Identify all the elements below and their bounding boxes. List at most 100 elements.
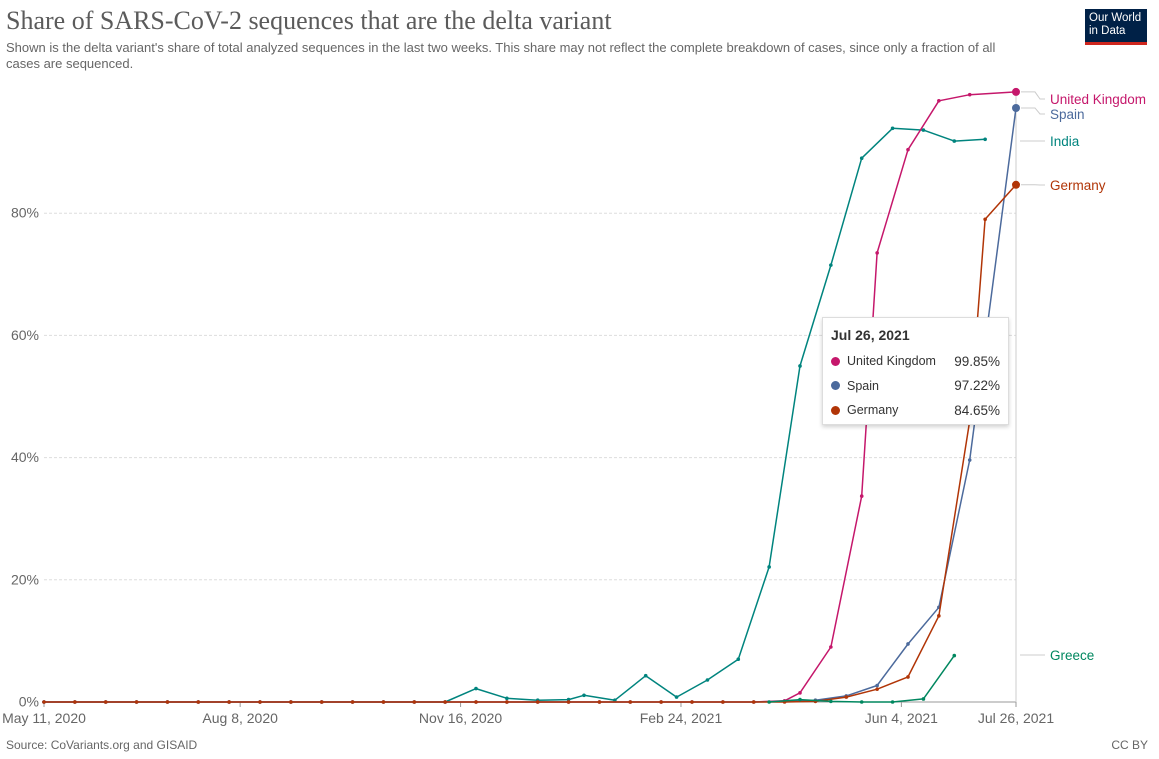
data-point bbox=[798, 697, 802, 702]
data-point bbox=[875, 683, 879, 688]
data-point bbox=[983, 217, 987, 222]
tooltip-dot-icon bbox=[831, 381, 840, 391]
end-label-germany: Germany bbox=[1021, 178, 1106, 193]
data-point bbox=[659, 700, 663, 704]
tooltip-row-germany: Germany 84.65% bbox=[831, 398, 1000, 423]
end-label-text: Germany bbox=[1050, 178, 1106, 193]
data-point bbox=[412, 700, 417, 704]
x-tick-label: Aug 8, 2020 bbox=[202, 710, 278, 726]
data-point bbox=[258, 700, 262, 704]
data-point bbox=[859, 700, 864, 704]
y-tick-label: 60% bbox=[11, 327, 39, 343]
data-point bbox=[289, 700, 293, 704]
data-point bbox=[859, 156, 864, 161]
data-point bbox=[674, 695, 679, 699]
x-tick-label: Jul 26, 2021 bbox=[978, 710, 1054, 726]
tooltip-series-name: Germany bbox=[847, 403, 899, 418]
data-point bbox=[505, 700, 509, 704]
y-gridlines bbox=[44, 212, 1016, 703]
tooltip-series-value: 97.22% bbox=[954, 378, 1000, 394]
hover-point-united-kingdom bbox=[1012, 87, 1020, 96]
chart-subtitle: Shown is the delta variant's share of to… bbox=[6, 40, 996, 71]
data-point bbox=[875, 687, 879, 691]
data-point bbox=[474, 686, 478, 691]
series-line-germany bbox=[44, 184, 1017, 703]
x-tick-label: May 11, 2020 bbox=[2, 710, 86, 726]
end-label-text: Spain bbox=[1050, 107, 1085, 122]
data-point bbox=[906, 675, 910, 679]
data-point bbox=[906, 642, 910, 646]
data-point bbox=[103, 700, 108, 704]
tooltip-date: Jul 26, 2021 bbox=[831, 327, 910, 343]
y-tick-label: 0% bbox=[19, 694, 39, 710]
data-point bbox=[597, 700, 602, 704]
data-point bbox=[829, 645, 833, 649]
data-point bbox=[705, 678, 710, 682]
data-point bbox=[890, 126, 895, 131]
y-tick-label: 80% bbox=[11, 205, 39, 221]
logo-line-2: in Data bbox=[1089, 25, 1126, 37]
tooltip-row-spain: Spain 97.22% bbox=[831, 374, 1000, 399]
data-point bbox=[906, 147, 910, 152]
data-point bbox=[613, 698, 617, 702]
series-greece bbox=[767, 653, 957, 704]
data-point bbox=[859, 494, 864, 498]
end-label-united-kingdom: United Kingdom bbox=[1021, 91, 1146, 107]
data-point bbox=[967, 92, 972, 97]
data-point bbox=[937, 98, 941, 103]
data-point bbox=[829, 263, 833, 267]
x-tick-label: Nov 16, 2020 bbox=[419, 710, 502, 726]
end-label-text: Greece bbox=[1050, 648, 1094, 663]
data-point bbox=[628, 700, 633, 704]
series-lines bbox=[42, 87, 1020, 704]
x-tick-label: Jun 4, 2021 bbox=[865, 710, 938, 726]
data-point bbox=[890, 700, 895, 704]
end-label-text: India bbox=[1050, 134, 1080, 149]
owid-logo[interactable]: Our World in Data bbox=[1085, 9, 1147, 45]
end-label-india: India bbox=[1020, 134, 1080, 149]
hover-point-germany bbox=[1012, 180, 1020, 189]
data-point bbox=[829, 699, 833, 704]
tooltip-series-value: 99.85% bbox=[954, 353, 1000, 369]
tooltip-series-value: 84.65% bbox=[954, 402, 1000, 418]
tooltip-series-name: United Kingdom bbox=[847, 354, 936, 369]
chart-title: Share of SARS-CoV-2 sequences that are t… bbox=[6, 6, 612, 35]
series-germany bbox=[42, 180, 1020, 704]
data-point bbox=[582, 693, 586, 698]
data-point bbox=[196, 700, 201, 704]
data-point bbox=[767, 565, 771, 569]
data-point bbox=[844, 695, 849, 699]
license-link[interactable]: CC BY bbox=[1111, 738, 1148, 752]
data-point bbox=[952, 653, 957, 658]
data-point bbox=[736, 657, 741, 662]
tooltip-dot-icon bbox=[831, 405, 840, 415]
hover-point-spain bbox=[1012, 103, 1020, 112]
data-point bbox=[798, 364, 802, 368]
end-label-leader-line bbox=[1021, 91, 1045, 100]
tooltip-dot-icon bbox=[831, 356, 840, 366]
data-point bbox=[505, 696, 509, 701]
data-point bbox=[443, 700, 447, 704]
source-link[interactable]: Source: CoVariants.org and GISAID bbox=[6, 738, 198, 752]
data-point bbox=[937, 614, 941, 618]
data-point bbox=[798, 691, 802, 695]
data-point bbox=[967, 458, 972, 462]
data-point bbox=[921, 128, 926, 132]
x-tick-labels: May 11, 2020 Aug 8, 2020 Nov 16, 2020 Feb 2… bbox=[2, 702, 1054, 726]
data-point bbox=[983, 137, 987, 142]
end-label-text: United Kingdom bbox=[1050, 92, 1146, 107]
data-point bbox=[350, 700, 355, 704]
data-point bbox=[381, 700, 386, 704]
data-point bbox=[73, 700, 77, 704]
data-point bbox=[643, 673, 648, 678]
logo-line-1: Our World bbox=[1089, 12, 1142, 24]
data-point bbox=[751, 700, 756, 704]
data-point bbox=[474, 700, 478, 704]
x-tick-label: Feb 24, 2021 bbox=[640, 710, 723, 726]
y-tick-labels: 0% 20% 40% 60% 80% bbox=[11, 205, 39, 710]
end-label-greece: Greece bbox=[1020, 648, 1094, 663]
data-point bbox=[42, 700, 46, 704]
data-point bbox=[767, 700, 771, 704]
